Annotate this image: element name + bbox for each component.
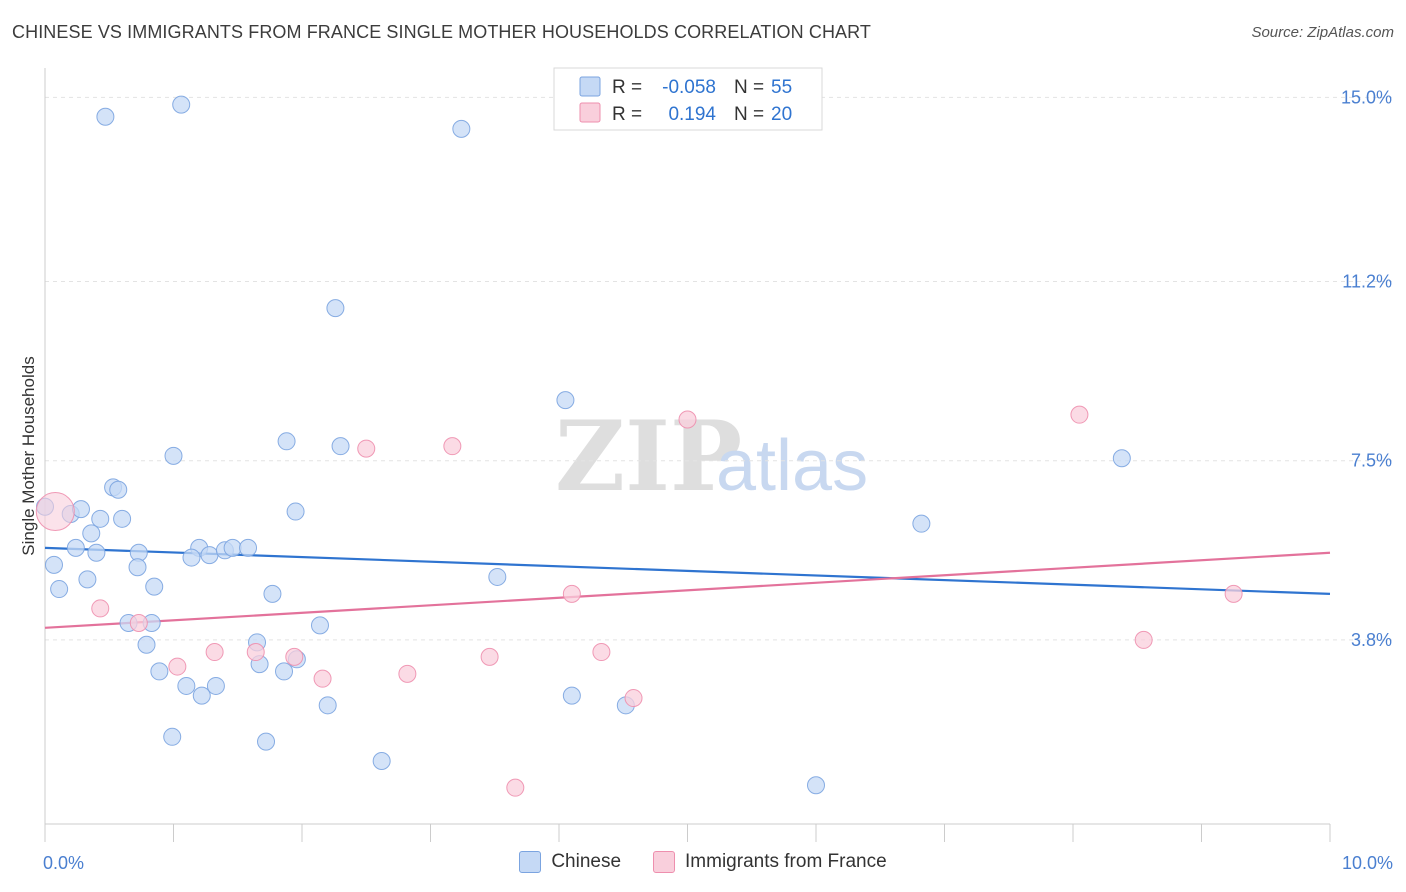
data-point-chinese[interactable]: [206, 676, 225, 695]
data-point-chinese[interactable]: [44, 555, 63, 574]
trend-line-france: [44, 551, 1331, 629]
y-tick-label: 7.5%: [1351, 451, 1392, 471]
stats-legend: R = -0.058 N = 55 R = 0.194 N = 20: [553, 67, 823, 131]
data-point-france[interactable]: [624, 689, 643, 708]
data-point-france[interactable]: [313, 669, 332, 688]
data-point-france[interactable]: [480, 647, 499, 666]
data-point-chinese[interactable]: [192, 686, 211, 705]
data-point-france[interactable]: [357, 439, 376, 458]
watermark-atlas: atlas: [716, 426, 868, 506]
data-point-france[interactable]: [168, 657, 187, 676]
data-point-chinese[interactable]: [223, 538, 242, 557]
data-point-chinese[interactable]: [66, 538, 85, 557]
data-point-chinese[interactable]: [277, 432, 296, 451]
data-point-chinese[interactable]: [326, 299, 345, 318]
data-point-chinese[interactable]: [310, 616, 329, 635]
data-point-chinese[interactable]: [137, 635, 156, 654]
data-point-france[interactable]: [35, 492, 75, 532]
data-point-chinese[interactable]: [150, 662, 169, 681]
stats-n-label: N =: [734, 77, 764, 98]
bottom-legend: Chinese Immigrants from France: [0, 851, 1406, 873]
points-layer: [35, 95, 1243, 797]
data-point-chinese[interactable]: [372, 752, 391, 771]
data-point-chinese[interactable]: [912, 514, 931, 533]
data-point-chinese[interactable]: [113, 509, 132, 528]
legend-swatch-chinese: [519, 851, 542, 873]
stats-r-label: R =: [612, 77, 642, 98]
data-point-chinese[interactable]: [96, 107, 115, 126]
axes-layer: 3.8% 7.5% 11.2% 15.0% 0.0% 10.0%: [43, 68, 1393, 873]
x-tick-label: 0.0%: [43, 853, 84, 873]
data-point-chinese[interactable]: [452, 119, 471, 138]
data-point-france[interactable]: [398, 664, 417, 683]
y-tick-label: 11.2%: [1342, 271, 1392, 291]
data-point-chinese[interactable]: [172, 95, 191, 114]
data-point-france[interactable]: [678, 410, 697, 429]
data-point-france[interactable]: [1224, 584, 1243, 603]
stats-r-label: R =: [612, 104, 642, 125]
data-point-chinese[interactable]: [275, 662, 294, 681]
data-point-chinese[interactable]: [145, 577, 164, 596]
data-point-chinese[interactable]: [562, 686, 581, 705]
x-tick-label: 10.0%: [1342, 853, 1393, 873]
y-axis-label: Single Mother Households: [19, 356, 38, 555]
trend-layer: [44, 546, 1331, 629]
stats-legend-swatch-france: [579, 102, 601, 123]
y-tick-label: 15.0%: [1341, 87, 1392, 107]
data-point-chinese[interactable]: [128, 558, 147, 577]
legend-item-chinese[interactable]: Chinese: [519, 851, 621, 873]
data-point-chinese[interactable]: [164, 446, 183, 465]
watermark-zip: ZIP: [555, 400, 742, 513]
data-point-chinese[interactable]: [239, 538, 258, 557]
data-point-france[interactable]: [205, 643, 224, 662]
data-point-france[interactable]: [443, 437, 462, 456]
data-point-chinese[interactable]: [109, 480, 128, 499]
data-point-france[interactable]: [285, 647, 304, 666]
data-point-chinese[interactable]: [200, 546, 219, 565]
data-point-chinese[interactable]: [91, 509, 110, 528]
legend-item-france[interactable]: Immigrants from France: [653, 851, 887, 873]
data-point-france[interactable]: [1134, 630, 1153, 649]
data-point-chinese[interactable]: [163, 727, 182, 746]
data-point-chinese[interactable]: [1112, 449, 1131, 468]
data-point-france[interactable]: [562, 584, 581, 603]
stats-n-value: 20: [771, 104, 792, 125]
chart-title: CHINESE VS IMMIGRANTS FROM FRANCE SINGLE…: [12, 22, 872, 42]
stats-r-value: -0.058: [662, 77, 716, 98]
data-point-france[interactable]: [129, 613, 148, 632]
data-point-chinese[interactable]: [286, 502, 305, 521]
data-point-chinese[interactable]: [257, 732, 276, 751]
data-point-chinese[interactable]: [182, 548, 201, 567]
data-point-chinese[interactable]: [177, 676, 196, 695]
data-point-chinese[interactable]: [318, 696, 337, 715]
data-point-chinese[interactable]: [50, 580, 69, 599]
stats-n-label: N =: [734, 104, 764, 125]
trend-line-chinese: [44, 546, 1331, 596]
legend-label-france: Immigrants from France: [685, 851, 887, 872]
legend-swatch-france: [653, 851, 676, 873]
data-point-chinese[interactable]: [71, 500, 90, 519]
data-point-france[interactable]: [506, 778, 525, 797]
data-point-chinese[interactable]: [87, 543, 106, 562]
data-point-chinese[interactable]: [82, 524, 101, 543]
legend-label-chinese: Chinese: [551, 851, 622, 872]
data-point-chinese[interactable]: [488, 567, 507, 586]
stats-legend-swatch-chinese: [579, 76, 601, 97]
data-point-chinese[interactable]: [263, 584, 282, 603]
data-point-france[interactable]: [1070, 405, 1089, 424]
data-point-france[interactable]: [91, 599, 110, 618]
stats-r-value: 0.194: [668, 104, 716, 125]
y-tick-label: 3.8%: [1351, 630, 1392, 650]
data-point-chinese[interactable]: [331, 437, 350, 456]
stats-n-value: 55: [771, 77, 792, 98]
data-point-chinese[interactable]: [807, 776, 825, 795]
data-point-france[interactable]: [246, 643, 265, 662]
data-point-chinese[interactable]: [78, 570, 97, 589]
data-point-france[interactable]: [592, 643, 611, 662]
source-label: Source: ZipAtlas.com: [1251, 24, 1394, 41]
data-point-chinese[interactable]: [556, 391, 575, 410]
grid-layer: [45, 96, 1392, 641]
